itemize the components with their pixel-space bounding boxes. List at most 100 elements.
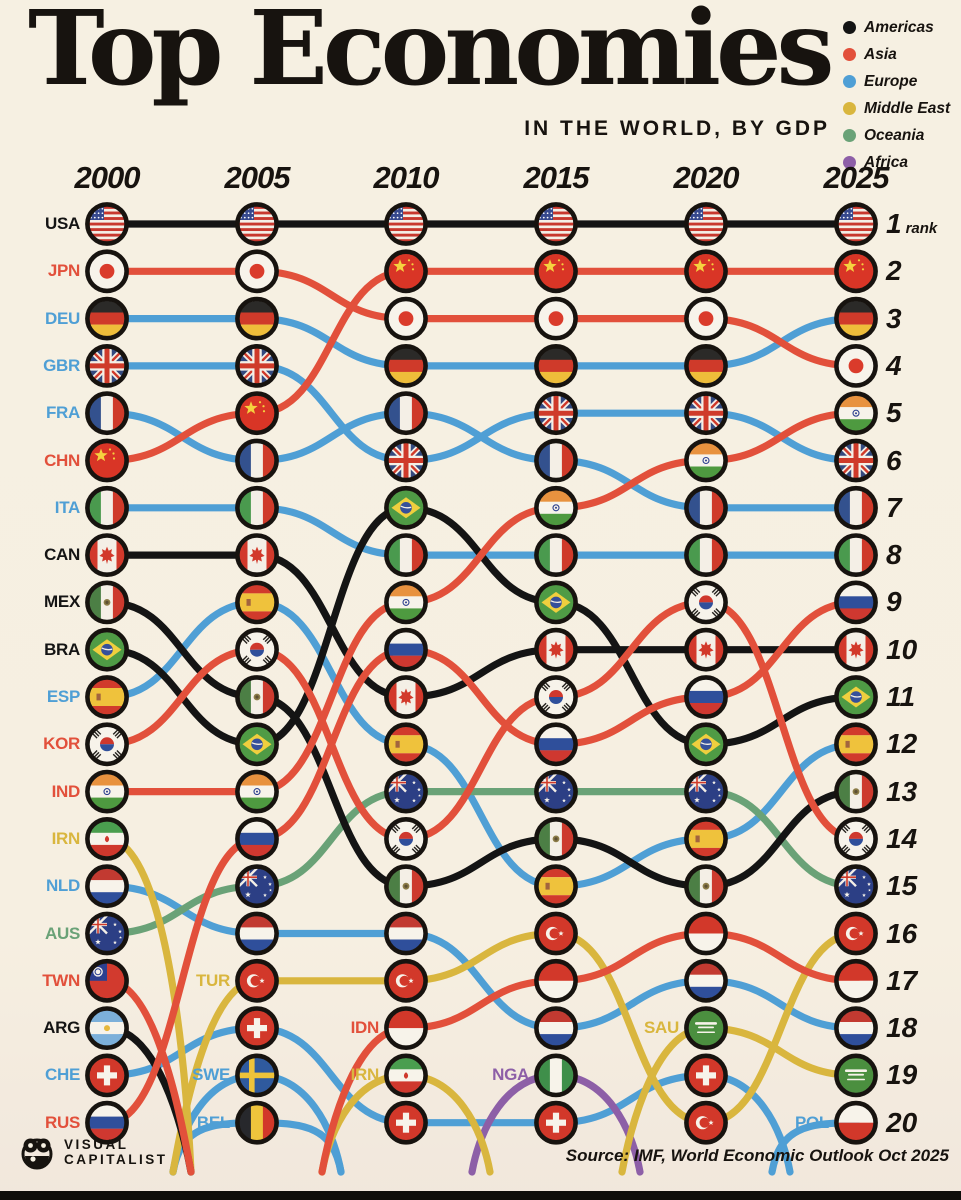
- rank-axis-suffix: rank: [905, 220, 938, 237]
- legend-dot-1: [843, 48, 856, 61]
- flag-node-NLD-2015: [534, 1006, 578, 1050]
- brand-line-2: CAPITALIST: [64, 1152, 168, 1167]
- flag-node-BEL-2005: [235, 1100, 279, 1145]
- legend-label: Middle East: [864, 99, 951, 117]
- flag-node-AUS-2025: [834, 864, 878, 909]
- flag-node-RUS-2025: [834, 580, 878, 625]
- country-label-CHN-2000: CHN: [44, 450, 80, 470]
- legend-item-oceania: Oceania: [843, 122, 950, 149]
- flag-node-ITA-2005: [235, 485, 279, 530]
- country-label-CAN-2000: CAN: [44, 545, 80, 565]
- flag-node-AUS-2005: [235, 864, 279, 909]
- flag-node-ESP-2000: [85, 675, 129, 719]
- flag-node-DEU-2015: [534, 343, 578, 388]
- rank-label-10: 10: [886, 633, 918, 665]
- flag-node-IRN-2010: [384, 1053, 428, 1098]
- rank-label-6: 6: [886, 444, 902, 476]
- flag-node-RUS-2015: [534, 722, 578, 767]
- legend-item-europe: Europe: [843, 68, 950, 95]
- flag-node-NLD-2025: [834, 1006, 878, 1050]
- flag-node-CHN-2025: [834, 249, 878, 294]
- flag-node-USA-2010: [384, 202, 428, 246]
- flag-node-MEX-2005: [235, 675, 279, 719]
- country-label-NGA-2015: NGA: [492, 1065, 529, 1085]
- country-label-IDN-2010: IDN: [350, 1018, 380, 1038]
- flag-node-FRA-2020: [684, 485, 728, 530]
- rank-label-4: 4: [886, 349, 902, 381]
- page-subtitle: IN THE WORLD, BY GDP: [524, 117, 830, 140]
- legend-label: Oceania: [864, 126, 925, 144]
- flag-node-TUR-2025: [834, 911, 878, 956]
- flag-node-FRA-2010: [384, 391, 428, 436]
- flag-node-USA-2025: [834, 202, 878, 246]
- flag-node-IND-2010: [384, 580, 428, 625]
- flag-node-SAU-2025: [834, 1053, 878, 1098]
- flag-node-AUS-2020: [684, 769, 728, 814]
- country-label-ESP-2000: ESP: [46, 687, 80, 706]
- rank-label-11: 11: [886, 681, 916, 712]
- flag-node-CAN-2010: [384, 675, 428, 719]
- legend-dot-0: [843, 21, 856, 34]
- legend-item-africa: Africa: [843, 149, 950, 176]
- flag-node-JPN-2025: [834, 343, 878, 388]
- visual-capitalist-brand: VISUAL CAPITALIST: [16, 1132, 168, 1172]
- rank-label-15: 15: [886, 870, 918, 902]
- country-label-KOR-2000: KOR: [43, 734, 80, 754]
- country-label-JPN-2000: JPN: [47, 261, 80, 281]
- rank-label-19: 19: [886, 1059, 918, 1091]
- year-label-2020: 2020: [673, 160, 740, 195]
- flag-node-NLD-2020: [684, 958, 728, 1003]
- legend-label: Americas: [864, 18, 934, 36]
- flag-node-BRA-2005: [235, 722, 279, 767]
- flag-node-IND-2020: [684, 438, 728, 483]
- region-legend: Americas Asia Europe Middle East Oceania Afri…: [843, 14, 950, 176]
- legend-item-americas: Americas: [843, 14, 950, 41]
- flag-node-KOR-2020: [684, 580, 728, 625]
- flag-node-RUS-2000: [85, 1100, 129, 1145]
- country-label-IRN-2000: IRN: [51, 828, 81, 848]
- flag-node-CHE-2010: [384, 1100, 428, 1145]
- flag-node-POL-2025: [834, 1100, 878, 1145]
- flag-node-IND-2015: [534, 485, 578, 530]
- country-label-SAU-2020: SAU: [644, 1018, 679, 1038]
- flag-node-ITA-2025: [834, 533, 878, 577]
- flag-node-CHN-2015: [534, 249, 578, 294]
- flag-node-RUS-2020: [684, 675, 728, 719]
- flag-node-RUS-2010: [384, 627, 428, 672]
- brand-line-1: VISUAL: [64, 1137, 129, 1152]
- flag-node-TUR-2010: [384, 958, 428, 1003]
- country-label-RUS-2000: RUS: [45, 1112, 80, 1132]
- flag-node-CHE-2020: [684, 1053, 728, 1098]
- country-label-USA-2000: USA: [45, 214, 80, 233]
- flag-node-BRA-2015: [534, 580, 578, 625]
- flag-node-BRA-2020: [684, 722, 728, 767]
- flag-node-ESP-2005: [235, 580, 279, 625]
- flag-node-IDN-2020: [684, 911, 728, 956]
- rank-label-9: 9: [886, 586, 902, 618]
- flag-node-JPN-2000: [85, 249, 129, 294]
- flag-node-MEX-2000: [85, 580, 129, 625]
- visual-capitalist-logo-icon: [21, 1138, 53, 1170]
- source-note: Source: IMF, World Economic Outlook Oct …: [565, 1146, 949, 1165]
- rank-label-14: 14: [886, 822, 918, 854]
- flag-node-CHN-2020: [684, 249, 728, 294]
- flag-node-DEU-2005: [235, 296, 279, 341]
- country-label-BRA-2000: BRA: [44, 639, 80, 659]
- country-label-ITA-2000: ITA: [54, 497, 81, 517]
- flag-node-SAU-2020: [684, 1006, 728, 1050]
- flag-node-ESP-2025: [834, 722, 878, 767]
- country-label-DEU-2000: DEU: [45, 308, 80, 328]
- rank-label-12: 12: [886, 728, 918, 760]
- flag-node-MEX-2010: [384, 864, 428, 909]
- flag-node-CHN-2000: [85, 438, 129, 483]
- country-label-TWN-2000: TWN: [42, 970, 80, 990]
- rank-label-2: 2: [886, 255, 902, 287]
- flag-node-KOR-2010: [384, 817, 428, 861]
- flag-node-FRA-2000: [85, 391, 129, 436]
- flag-node-IRN-2000: [85, 817, 129, 861]
- country-label-BEL-2005: BEL: [196, 1112, 230, 1132]
- legend-dot-2: [843, 75, 856, 88]
- country-label-SWE-2005: SWE: [192, 1065, 230, 1085]
